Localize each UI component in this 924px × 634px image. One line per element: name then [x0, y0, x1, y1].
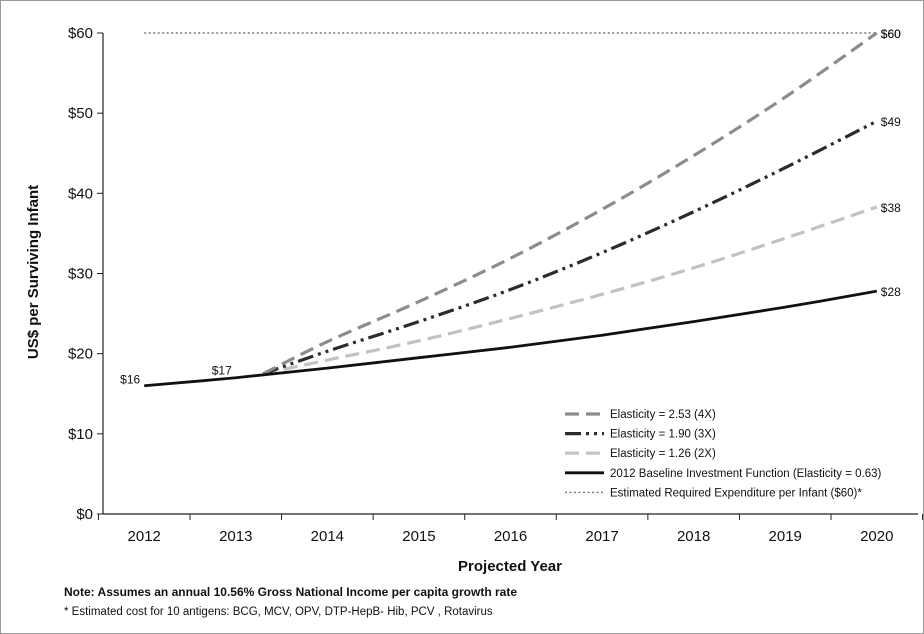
y-tick-label: $30	[68, 266, 93, 283]
legend-label-req: Estimated Required Expenditure per Infan…	[610, 487, 862, 499]
x-tick-label: 2020	[860, 528, 893, 545]
y-tick-label: $40	[68, 185, 93, 202]
y-tick-label: $20	[68, 346, 93, 363]
legend-label-e253: Elasticity = 2.53 (4X)	[610, 409, 716, 421]
data-labels: $60$49$38$28$60$16$17	[120, 27, 901, 387]
legend-label-e190: Elasticity = 1.90 (3X)	[610, 429, 716, 441]
note-gni-growth: Note: Assumes an annual 10.56% Gross Nat…	[64, 585, 518, 599]
y-tick-label: $60	[68, 25, 93, 42]
series-layer	[144, 31, 878, 388]
end-label-base: $28	[881, 285, 901, 299]
y-axis: $0 $10 $20 $30 $40 $50 $60	[68, 25, 104, 523]
x-tick-label: 2012	[128, 528, 161, 545]
x-tick-label: 2019	[769, 528, 802, 545]
x-axis-title: Projected Year	[458, 558, 562, 575]
y-axis-title: US$ per Surviving Infant	[25, 185, 42, 359]
mid-label-base: $17	[212, 364, 232, 378]
end-label-req: $60	[881, 27, 901, 41]
series-line-e253	[262, 31, 878, 376]
x-tick-label: 2014	[311, 528, 344, 545]
y-tick-label: $0	[76, 506, 93, 523]
x-tick-label: 2015	[402, 528, 435, 545]
end-label-e190: $49	[881, 115, 901, 129]
end-label-e126: $38	[881, 201, 901, 215]
note-antigens: * Estimated cost for 10 antigens: BCG, M…	[64, 606, 493, 618]
x-tick-label: 2016	[494, 528, 527, 545]
series-line-e190	[262, 119, 878, 376]
x-tick-label: 2017	[585, 528, 618, 545]
legend: Elasticity = 2.53 (4X) Elasticity = 1.90 …	[565, 409, 882, 499]
legend-label-e126: Elasticity = 1.26 (2X)	[610, 448, 716, 460]
x-tick-label: 2013	[219, 528, 252, 545]
start-label-base: $16	[120, 373, 140, 387]
x-axis: 2012 2013 2014 2015 2016 2017 2018 2019 2020	[97, 513, 924, 545]
y-tick-label: $50	[68, 105, 93, 122]
end-label-e253: $60	[881, 27, 901, 41]
series-line-e126	[262, 205, 878, 376]
y-tick-label: $10	[68, 426, 93, 443]
series-line-base	[144, 289, 878, 388]
x-tick-label: 2018	[677, 528, 710, 545]
legend-label-base: 2012 Baseline Investment Function (Elast…	[610, 468, 882, 480]
